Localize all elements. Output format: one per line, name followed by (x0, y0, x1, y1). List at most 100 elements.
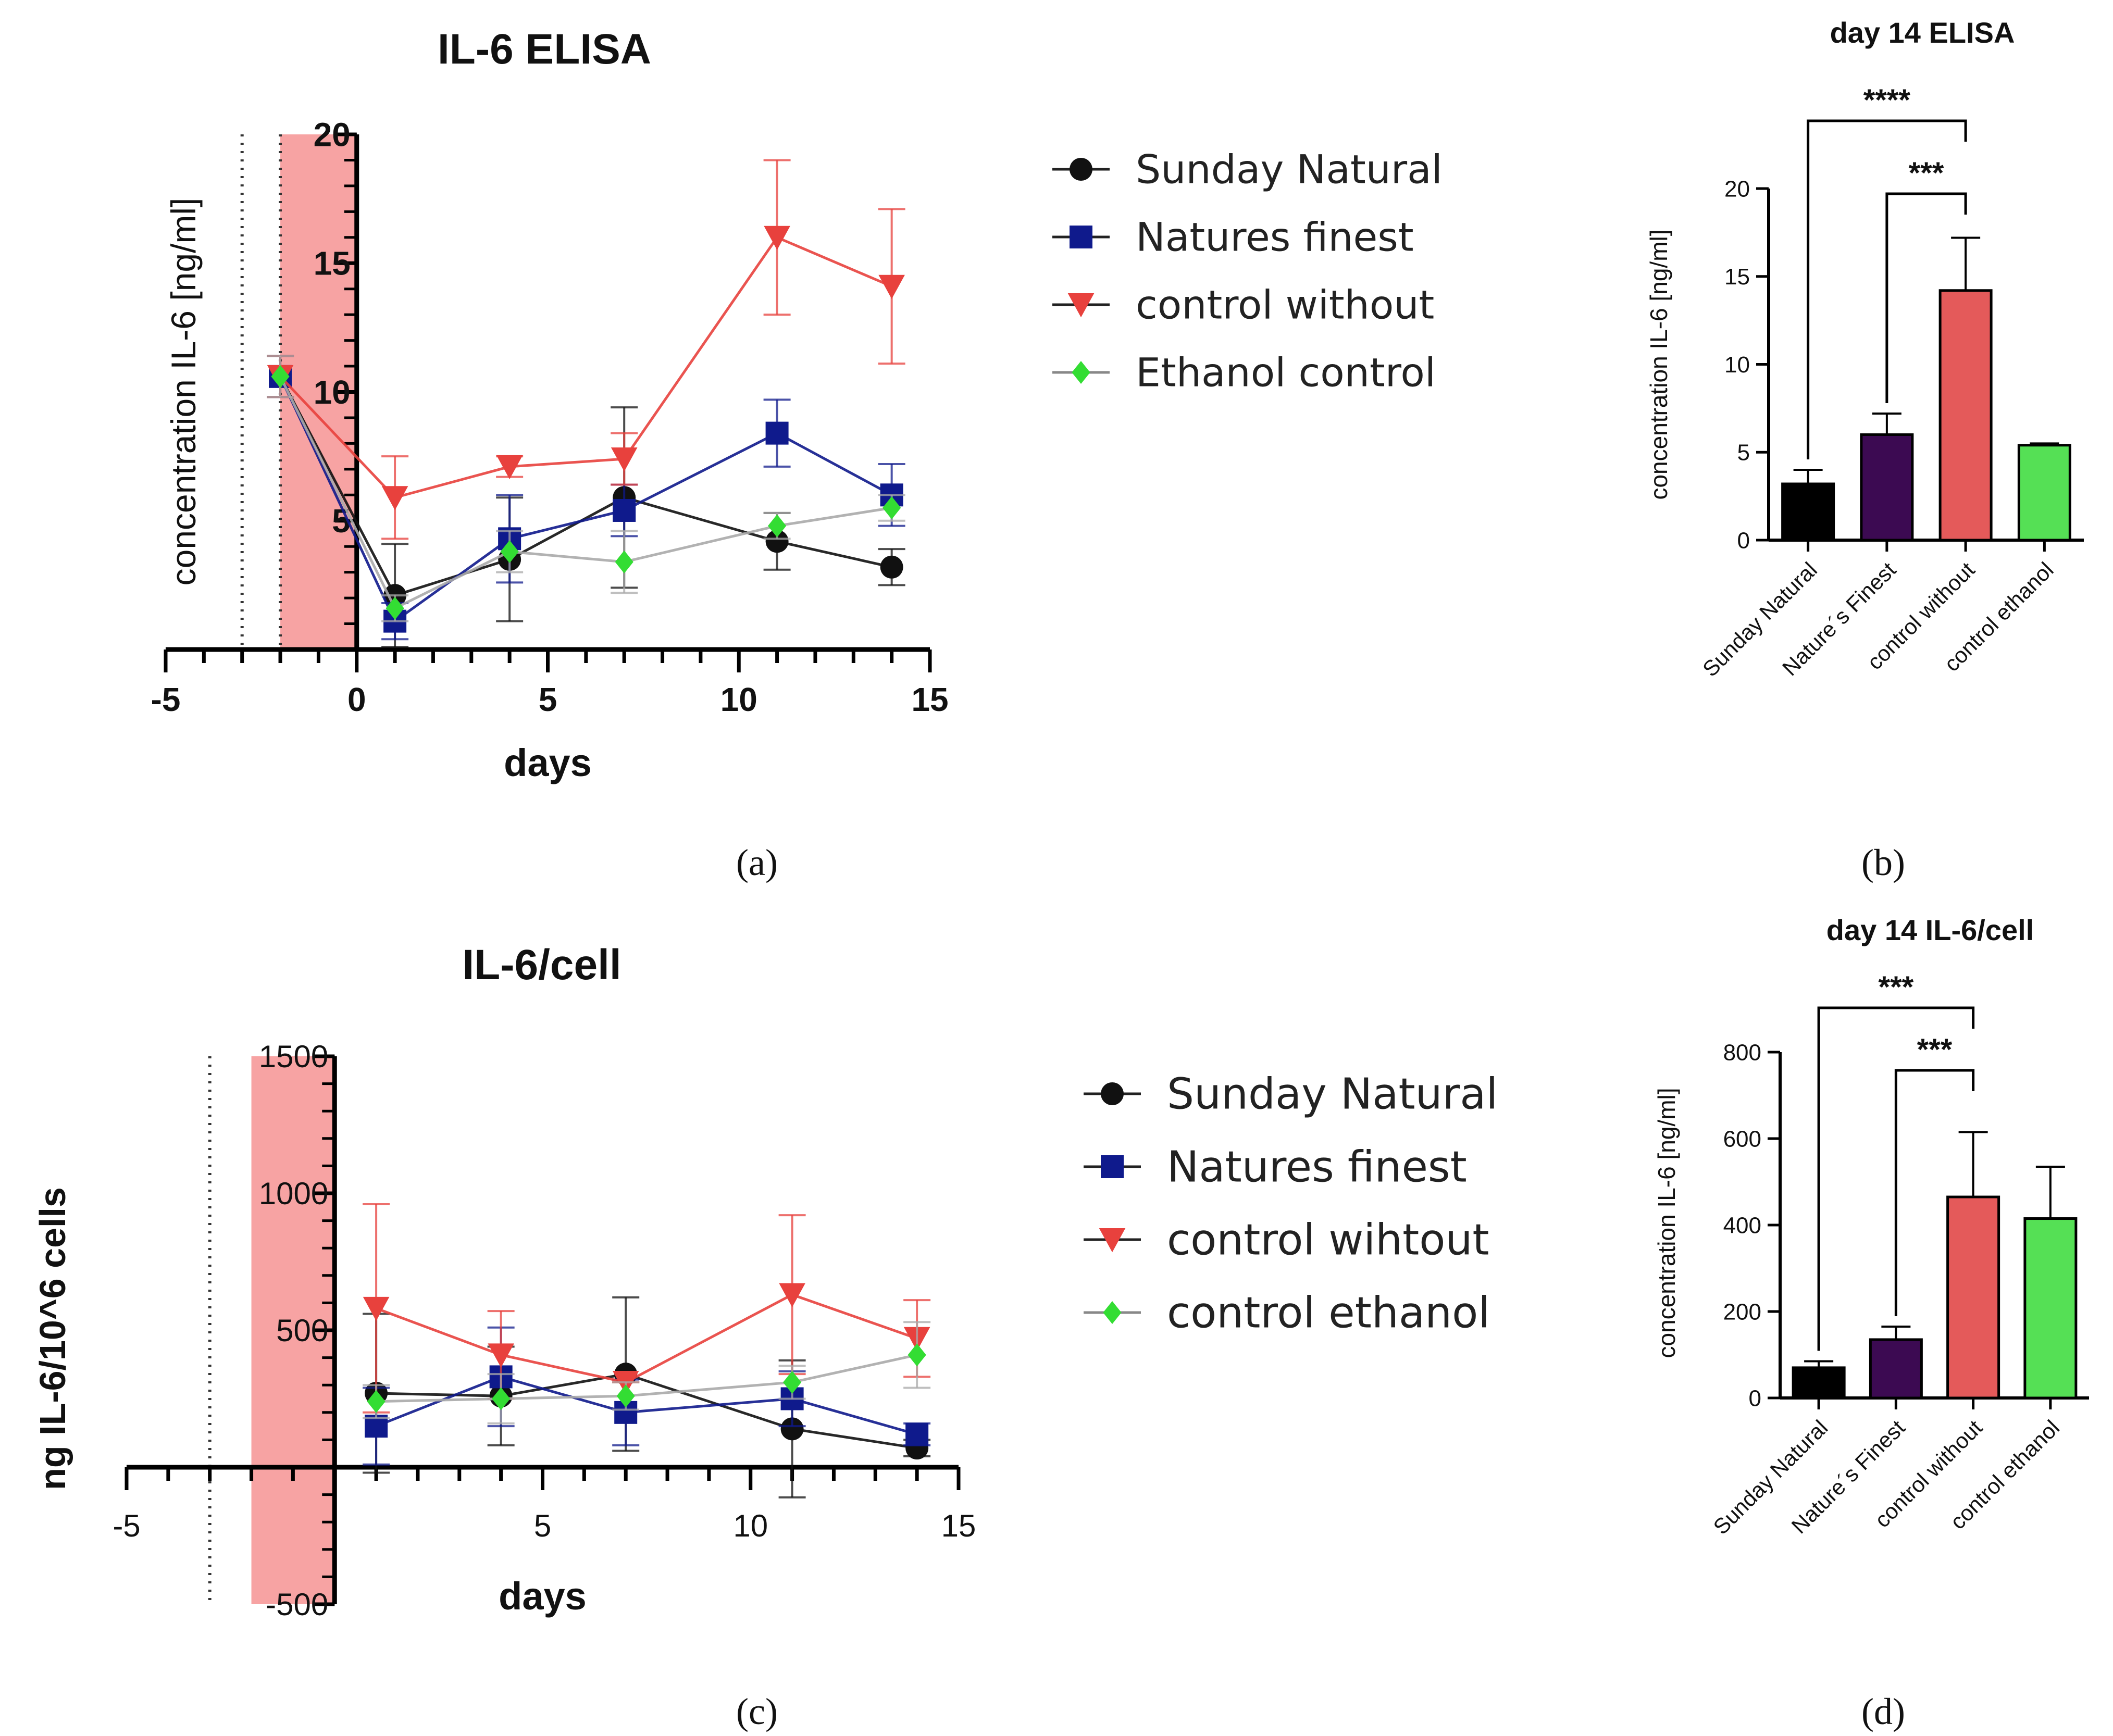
series-line (376, 1375, 917, 1436)
data-point (500, 540, 519, 564)
data-point (765, 421, 789, 445)
y-tick-label: 200 (1723, 1299, 1761, 1325)
series-line (376, 1293, 917, 1384)
significance-label: *** (1909, 156, 1944, 190)
y-tick-label: 1000 (259, 1176, 328, 1211)
x-tick-label: 15 (941, 1508, 976, 1543)
series-ethanol-control (267, 355, 905, 622)
data-point (783, 1370, 802, 1394)
x-tick-label: -5 (113, 1508, 140, 1543)
y-tick-label: 800 (1723, 1040, 1761, 1065)
data-point (616, 1384, 635, 1408)
x-tick-label: 15 (911, 681, 948, 718)
legend-label: control ethanol (1167, 1289, 1490, 1338)
data-point (488, 1343, 514, 1368)
bar (1938, 289, 1993, 542)
y-tick-label: 600 (1723, 1126, 1761, 1152)
legend-marker (1101, 1155, 1124, 1178)
data-point (611, 447, 638, 472)
panel-label: (b) (1861, 842, 1905, 883)
x-tick-label: -5 (151, 681, 181, 718)
legend-entry: control without (1052, 282, 1434, 328)
x-tick-label: 10 (733, 1508, 768, 1543)
x-tick-label: 0 (347, 681, 366, 718)
legend-label: control wihtout (1167, 1216, 1489, 1265)
panel-label: (a) (736, 842, 778, 883)
significance-label: *** (1917, 1033, 1953, 1067)
bar (1860, 433, 1914, 542)
series-sunday-natural (267, 355, 905, 648)
significance-bracket (1894, 1069, 1975, 1317)
data-point (780, 1417, 804, 1441)
legend-label: Sunday Natural (1136, 146, 1443, 193)
data-point (363, 1296, 390, 1321)
x-axis-label: days (499, 1575, 587, 1618)
legend-marker (1072, 361, 1090, 384)
data-point (271, 365, 290, 388)
chart-title: IL-6 ELISA (438, 26, 651, 73)
series-line (279, 235, 892, 499)
bar (1781, 482, 1835, 542)
series-line (279, 376, 892, 597)
y-tick-label: 500 (276, 1313, 328, 1348)
data-point (768, 514, 787, 538)
legend-label: Natures finest (1167, 1143, 1467, 1192)
significance-bracket (1807, 119, 1967, 459)
y-tick-label: 0 (1737, 528, 1750, 553)
data-point (496, 455, 523, 480)
data-point (764, 226, 790, 250)
y-tick-label: -500 (266, 1587, 328, 1622)
data-point (878, 274, 905, 299)
panel-label: (c) (736, 1691, 778, 1732)
series-line (279, 376, 892, 623)
significance-bracket (1885, 192, 1967, 403)
data-point (492, 1387, 511, 1410)
series-line (279, 376, 892, 610)
y-tick-label: 20 (1724, 176, 1750, 202)
y-tick-label: 0 (1749, 1385, 1761, 1411)
y-tick-label: 5 (1737, 440, 1750, 466)
data-point (883, 496, 901, 520)
bar (1792, 1366, 1846, 1400)
data-point (615, 550, 633, 573)
data-point (386, 596, 404, 620)
data-point (880, 555, 903, 579)
series-natures-finest (363, 1326, 931, 1466)
x-tick-label: 5 (534, 1508, 551, 1543)
x-tick-label: 5 (539, 681, 557, 718)
data-point (613, 498, 636, 522)
chart-title: IL-6/cell (462, 941, 621, 989)
x-tick-label: 10 (720, 681, 757, 718)
legend-entry: Natures finest (1084, 1143, 1467, 1192)
significance-label: *** (1879, 970, 1914, 1004)
chart-title: day 14 ELISA (1830, 16, 2015, 49)
legend-marker (1101, 1082, 1124, 1105)
legend-label: Natures finest (1136, 214, 1414, 260)
line-chart-c: -5 5 10 15 -500 500 1000 1500 IL-6/cell days ng IL… (32, 941, 1498, 1732)
y-tick-label: 10 (314, 373, 351, 411)
y-axis-label: ng IL-6/10^6 cells (32, 1187, 73, 1490)
y-tick-label: 20 (314, 116, 351, 153)
bar (2017, 444, 2071, 542)
y-axis-label: concentration IL-6 [ng/ml] (164, 198, 203, 586)
data-point (367, 1390, 386, 1413)
legend-entry: Sunday Natural (1084, 1070, 1498, 1119)
legend-label: control without (1136, 282, 1434, 328)
data-point (908, 1343, 926, 1367)
bar (1946, 1195, 2000, 1400)
legend-marker (1103, 1301, 1122, 1324)
significance-bracket (1817, 1006, 1975, 1351)
legend-marker (1070, 226, 1092, 248)
bar (2023, 1217, 2078, 1400)
y-tick-label: 15 (314, 245, 351, 282)
legend-entry: control ethanol (1084, 1289, 1490, 1338)
legend-label: Sunday Natural (1167, 1070, 1498, 1119)
y-tick-label: 15 (1724, 264, 1750, 290)
x-axis-label: days (504, 741, 592, 784)
y-tick-label: 1500 (259, 1039, 328, 1074)
series-natures-finest (267, 355, 905, 641)
series-control-without (267, 159, 905, 540)
